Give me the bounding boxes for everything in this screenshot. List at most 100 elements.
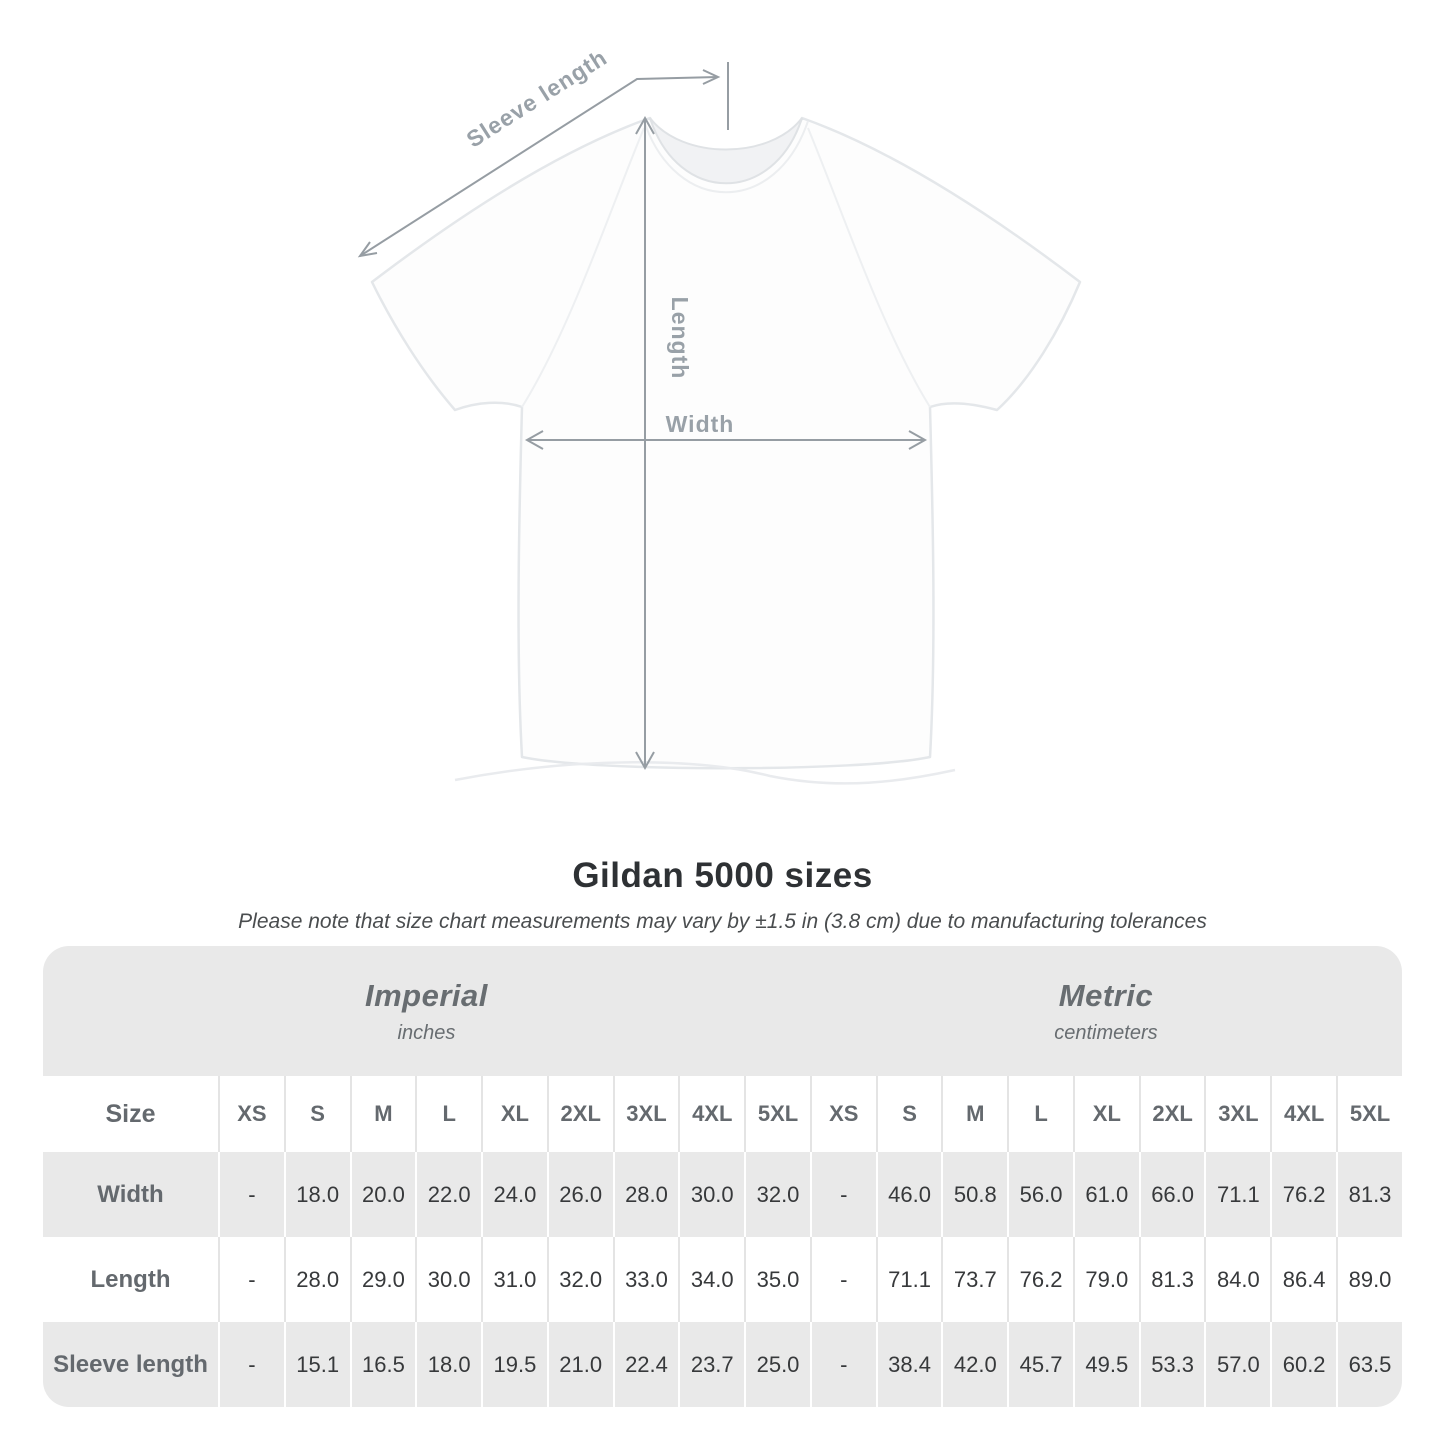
value-cell: 66.0 <box>1138 1152 1205 1237</box>
value-cell: 79.0 <box>1072 1237 1139 1322</box>
value-cell: 57.0 <box>1204 1322 1271 1407</box>
size-header-cell: XL <box>481 1076 547 1152</box>
row-label-sleeve-length: Sleeve length <box>43 1322 218 1407</box>
page-title: Gildan 5000 sizes <box>572 856 873 895</box>
value-cell: 29.0 <box>349 1237 416 1322</box>
width-row: Width - 18.0 20.0 22.0 24.0 26.0 28.0 30… <box>43 1152 1402 1237</box>
value-cell: 25.0 <box>744 1322 810 1407</box>
value-cell: 33.0 <box>612 1237 679 1322</box>
imperial-section-title: Imperial <box>365 977 488 1013</box>
tshirt-right-sleeve-seam <box>807 127 931 408</box>
value-cell: 22.0 <box>415 1152 482 1237</box>
value-cell: - <box>218 1237 284 1322</box>
tshirt-body <box>370 116 1082 770</box>
value-cell: 18.0 <box>415 1322 482 1407</box>
size-header-cell: 4XL <box>1270 1076 1337 1152</box>
value-cell: - <box>218 1152 284 1237</box>
size-header-cell: L <box>1007 1076 1073 1152</box>
value-cell: 49.5 <box>1072 1322 1139 1407</box>
value-cell: 73.7 <box>941 1237 1008 1322</box>
value-cell: 35.0 <box>744 1237 810 1322</box>
value-cell: 18.0 <box>283 1152 350 1237</box>
value-cell: 46.0 <box>875 1152 942 1237</box>
value-cell: 50.8 <box>941 1152 1008 1237</box>
value-cell: 89.0 <box>1336 1237 1402 1322</box>
size-header-cell: L <box>415 1076 482 1152</box>
value-cell: 76.2 <box>1007 1237 1073 1322</box>
size-column-header: Size <box>43 1076 218 1152</box>
value-cell: - <box>809 1322 876 1407</box>
imperial-section-unit: inches <box>397 1021 456 1044</box>
size-header-cell: XS <box>218 1076 284 1152</box>
value-cell: 20.0 <box>349 1152 416 1237</box>
size-header-cell: XL <box>1072 1076 1139 1152</box>
tshirt-hem-wrinkle <box>454 761 956 785</box>
value-cell: 71.1 <box>1204 1152 1271 1237</box>
size-header-row: Size XS S M L XL 2XL 3XL 4XL 5XL XS S M … <box>43 1076 1402 1152</box>
tshirt-size-diagram: Sleeve length Length Width <box>357 44 1082 785</box>
value-cell: 56.0 <box>1007 1152 1073 1237</box>
value-cell: 53.3 <box>1138 1322 1205 1407</box>
value-cell: 63.5 <box>1336 1322 1402 1407</box>
value-cell: 30.0 <box>415 1237 482 1322</box>
tshirt-collar-rib <box>643 120 809 194</box>
width-label: Width <box>666 411 735 437</box>
value-cell: 76.2 <box>1270 1152 1337 1237</box>
sleeve-length-arrow <box>357 69 721 258</box>
value-cell: 23.7 <box>678 1322 745 1407</box>
size-header-cell: 2XL <box>546 1076 613 1152</box>
length-row: Length - 28.0 29.0 30.0 31.0 32.0 33.0 3… <box>43 1237 1402 1322</box>
value-cell: 42.0 <box>941 1322 1008 1407</box>
value-cell: 26.0 <box>546 1152 613 1237</box>
value-cell: 38.4 <box>875 1322 942 1407</box>
width-arrow <box>524 430 928 450</box>
row-label-length: Length <box>43 1237 218 1322</box>
value-cell: 86.4 <box>1270 1237 1337 1322</box>
size-header-cell: 2XL <box>1138 1076 1205 1152</box>
value-cell: 60.2 <box>1270 1322 1337 1407</box>
size-header-cell: S <box>283 1076 350 1152</box>
size-header-cell: 3XL <box>612 1076 679 1152</box>
value-cell: - <box>218 1322 284 1407</box>
value-cell: 28.0 <box>283 1237 350 1322</box>
value-cell: 32.0 <box>546 1237 613 1322</box>
size-header-cell: S <box>875 1076 942 1152</box>
sleeve-length-row: Sleeve length - 15.1 16.5 18.0 19.5 21.0… <box>43 1322 1402 1407</box>
tshirt-left-sleeve-seam <box>521 127 645 408</box>
size-header-cell: 5XL <box>1336 1076 1402 1152</box>
size-header-cell: XS <box>809 1076 876 1152</box>
imperial-section-header: Imperial inches <box>43 946 810 1076</box>
value-cell: 34.0 <box>678 1237 745 1322</box>
value-cell: 21.0 <box>546 1322 613 1407</box>
value-cell: - <box>809 1237 876 1322</box>
length-arrow <box>635 115 655 771</box>
unit-band-row: Imperial inches Metric centimeters <box>43 946 1402 1076</box>
value-cell: 32.0 <box>744 1152 810 1237</box>
value-cell: 81.3 <box>1336 1152 1402 1237</box>
value-cell: 45.7 <box>1007 1322 1073 1407</box>
value-cell: 61.0 <box>1072 1152 1139 1237</box>
value-cell: 15.1 <box>283 1322 350 1407</box>
size-header-cell: M <box>941 1076 1008 1152</box>
value-cell: 71.1 <box>875 1237 942 1322</box>
row-label-width: Width <box>43 1152 218 1237</box>
value-cell: 19.5 <box>481 1322 547 1407</box>
size-header-cell: 3XL <box>1204 1076 1271 1152</box>
size-header-cell: 4XL <box>678 1076 745 1152</box>
value-cell: 24.0 <box>481 1152 547 1237</box>
value-cell: - <box>809 1152 876 1237</box>
tolerance-note: Please note that size chart measurements… <box>238 910 1207 933</box>
size-table: Imperial inches Metric centimeters Size … <box>43 946 1402 1407</box>
metric-section-title: Metric <box>1058 977 1154 1013</box>
metric-section-unit: centimeters <box>1054 1021 1158 1044</box>
value-cell: 81.3 <box>1138 1237 1205 1322</box>
value-cell: 31.0 <box>481 1237 547 1322</box>
value-cell: 84.0 <box>1204 1237 1271 1322</box>
sleeve-length-label: Sleeve length <box>462 44 612 153</box>
size-header-cell: 5XL <box>744 1076 810 1152</box>
size-header-cell: M <box>349 1076 416 1152</box>
metric-section-header: Metric centimeters <box>809 946 1402 1076</box>
value-cell: 30.0 <box>678 1152 745 1237</box>
value-cell: 22.4 <box>612 1322 679 1407</box>
